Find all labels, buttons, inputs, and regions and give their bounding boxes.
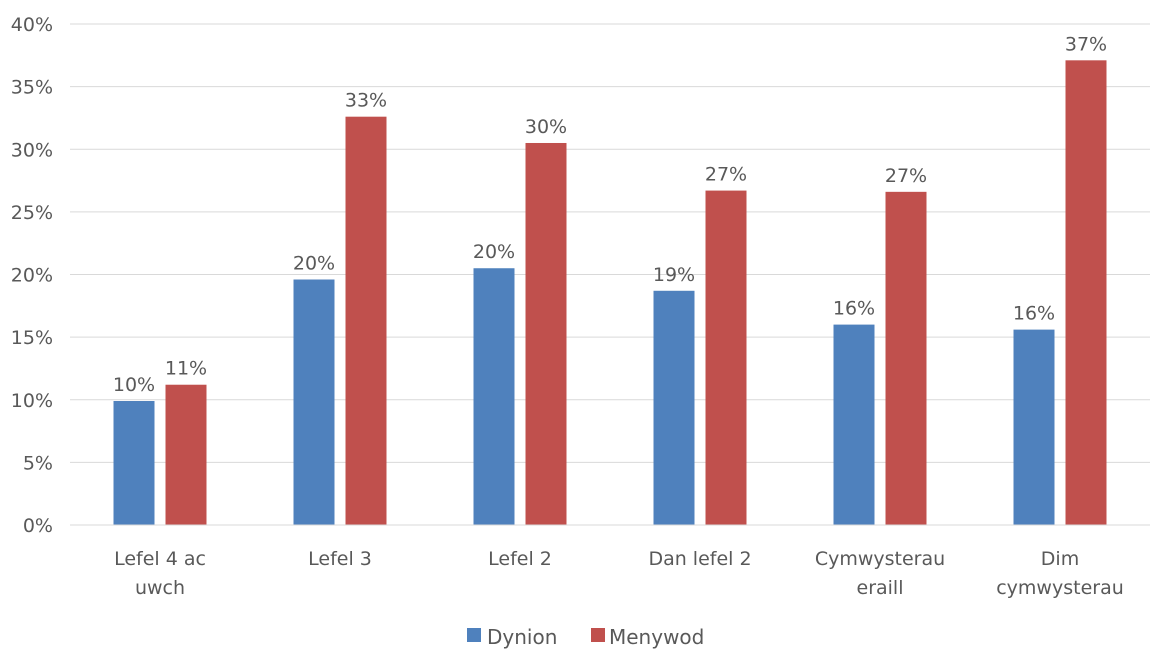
data-label: 27% bbox=[705, 164, 747, 186]
bar-menywod-5 bbox=[1065, 60, 1107, 525]
legend-label-menywod: Menywod bbox=[609, 625, 704, 649]
bar-dynion-3 bbox=[653, 290, 695, 525]
data-label: 30% bbox=[525, 116, 567, 138]
gridlines bbox=[70, 23, 1150, 463]
y-tick-label: 15% bbox=[11, 327, 53, 349]
legend-swatch-menywod bbox=[591, 628, 605, 642]
bar-menywod-4 bbox=[885, 191, 927, 525]
bar-dynion-1 bbox=[293, 279, 335, 525]
data-label: 20% bbox=[293, 253, 335, 275]
bar-dynion-0 bbox=[113, 401, 155, 525]
bar-dynion-2 bbox=[473, 268, 515, 525]
data-label: 19% bbox=[653, 264, 695, 286]
bar-menywod-0 bbox=[165, 384, 207, 525]
legend-label-dynion: Dynion bbox=[487, 625, 557, 649]
y-tick-label: 40% bbox=[11, 14, 53, 36]
y-tick-label: 5% bbox=[23, 452, 53, 474]
data-label: 37% bbox=[1065, 33, 1107, 55]
data-label: 11% bbox=[165, 358, 207, 380]
data-label: 16% bbox=[833, 298, 875, 320]
y-tick-label: 0% bbox=[23, 515, 53, 537]
bar-dynion-4 bbox=[833, 324, 875, 525]
y-axis-tick-labels: 0% 5% 10% 15% 20% 25% 30% 35% 40% bbox=[11, 14, 53, 537]
y-tick-label: 25% bbox=[11, 202, 53, 224]
bar-menywod-2 bbox=[525, 142, 567, 526]
x-category-label: cymwysterau bbox=[996, 577, 1124, 599]
bar-menywod-3 bbox=[705, 190, 747, 525]
x-category-label: Lefel 4 ac bbox=[114, 548, 206, 570]
x-category-label: Dan lefel 2 bbox=[648, 548, 751, 570]
y-tick-label: 20% bbox=[11, 265, 53, 287]
x-category-label: eraill bbox=[857, 577, 904, 599]
x-category-label: Lefel 3 bbox=[308, 548, 372, 570]
x-category-label: Cymwysterau bbox=[815, 548, 945, 570]
y-tick-label: 30% bbox=[11, 139, 53, 161]
data-label: 10% bbox=[113, 374, 155, 396]
x-category-label: uwch bbox=[135, 577, 185, 599]
y-tick-label: 10% bbox=[11, 390, 53, 412]
x-axis-category-labels: Lefel 4 ac uwch Lefel 3 Lefel 2 Dan lefel 2 C… bbox=[114, 548, 1124, 599]
data-labels: 10% 11% 20% 33% 20% 30% 19% 27% 16% 27% 16% 37% bbox=[113, 33, 1107, 396]
legend-swatch-dynion bbox=[467, 628, 481, 642]
y-tick-label: 35% bbox=[11, 77, 53, 99]
data-label: 33% bbox=[345, 90, 387, 112]
x-category-label: Dim bbox=[1041, 548, 1079, 570]
data-label: 16% bbox=[1013, 303, 1055, 325]
legend: Dynion Menywod bbox=[467, 625, 704, 649]
bar-dynion-5 bbox=[1013, 329, 1055, 525]
data-label: 27% bbox=[885, 165, 927, 187]
bar-menywod-1 bbox=[345, 116, 387, 525]
bars bbox=[113, 60, 1107, 526]
x-category-label: Lefel 2 bbox=[488, 548, 552, 570]
data-label: 20% bbox=[473, 241, 515, 263]
